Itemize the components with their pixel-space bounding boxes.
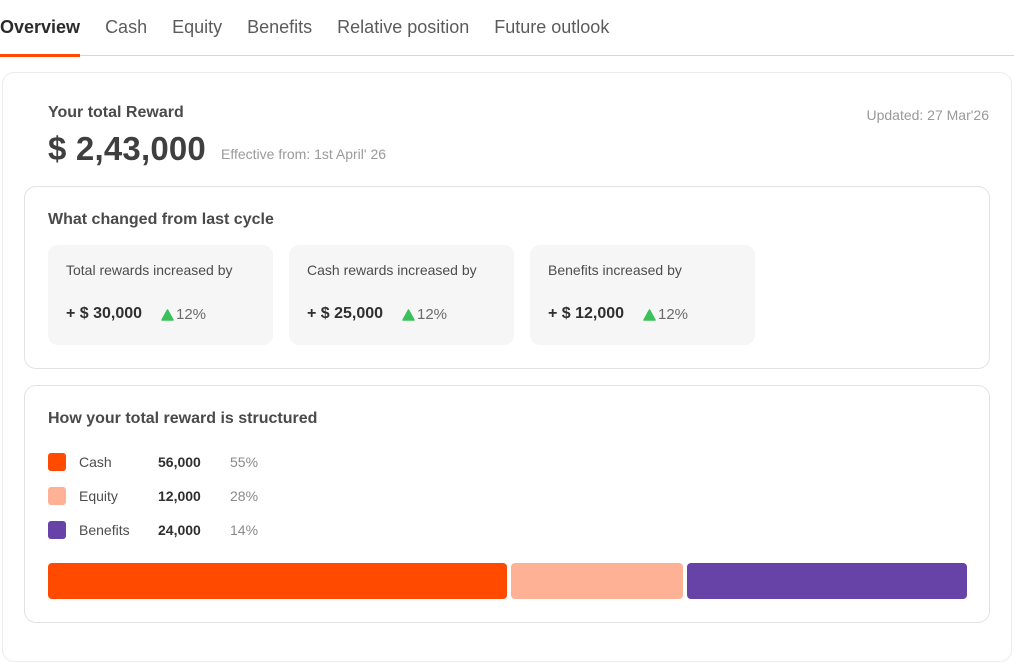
legend-value: 24,000 <box>158 522 201 538</box>
reward-structure-bar <box>48 563 967 599</box>
stat-trend-pct: 12% <box>658 306 689 323</box>
tab-cash[interactable]: Cash <box>105 17 148 37</box>
legend-value: 56,000 <box>158 454 201 470</box>
structure-card-title: How your total reward is structured <box>48 410 318 427</box>
legend-swatch <box>48 453 66 471</box>
legend-swatch <box>48 487 66 505</box>
legend-item-cash: Cash 56,000 55% <box>48 452 308 472</box>
stat-trend-pct: 12% <box>417 306 448 323</box>
benefits-change-tile: Benefits increased by + $ 12,000 12% <box>530 245 755 345</box>
changes-card-title: What changed from last cycle <box>48 211 274 228</box>
tab-equity[interactable]: Equity <box>172 17 223 37</box>
updated-date: Updated: 27 Mar'26 <box>866 107 989 123</box>
triangle-up-icon <box>161 308 174 321</box>
stat-value: + $ 12,000 <box>548 305 625 322</box>
legend-name: Cash <box>79 454 112 470</box>
stat-trend-pct: 12% <box>176 306 207 323</box>
legend-pct: 28% <box>230 488 259 504</box>
stat-value: + $ 30,000 <box>66 305 143 322</box>
stat-value: + $ 25,000 <box>307 305 384 322</box>
legend-name: Equity <box>79 488 118 504</box>
stat-trend: 12% <box>402 306 447 323</box>
tab-overview[interactable]: Overview <box>0 0 81 57</box>
effective-date: Effective from: 1st April' 26 <box>221 146 387 162</box>
legend-value: 12,000 <box>158 488 201 504</box>
stat-trend: 12% <box>643 306 688 323</box>
total-reward-label: Your total Reward <box>48 104 184 121</box>
legend-name: Benefits <box>79 522 130 538</box>
stat-label: Cash rewards increased by <box>307 262 477 278</box>
tab-bar: Overview Cash Equity Benefits Relative p… <box>0 0 1014 57</box>
triangle-up-icon <box>643 308 656 321</box>
legend-item-benefits: Benefits 24,000 14% <box>48 520 308 540</box>
tab-benefits[interactable]: Benefits <box>247 17 313 37</box>
triangle-up-icon <box>402 308 415 321</box>
legend-pct: 55% <box>230 454 259 470</box>
bar-segment-cash <box>48 563 507 599</box>
stat-label: Benefits increased by <box>548 262 682 278</box>
structure-card: How your total reward is structured Cash… <box>24 385 990 623</box>
changes-card: What changed from last cycle Total rewar… <box>24 186 990 369</box>
legend-pct: 14% <box>230 522 259 538</box>
total-rewards-change-tile: Total rewards increased by + $ 30,000 12… <box>48 245 273 345</box>
total-reward-amount: $ 2,43,000 <box>48 130 206 167</box>
stat-trend: 12% <box>161 306 206 323</box>
tab-relative-position[interactable]: Relative position <box>337 17 470 37</box>
bar-segment-equity <box>511 563 683 599</box>
legend-item-equity: Equity 12,000 28% <box>48 486 308 506</box>
bar-segment-benefits <box>687 563 967 599</box>
stat-label: Total rewards increased by <box>66 262 233 278</box>
cash-rewards-change-tile: Cash rewards increased by + $ 25,000 12% <box>289 245 514 345</box>
legend-swatch <box>48 521 66 539</box>
tab-future-outlook[interactable]: Future outlook <box>494 17 610 37</box>
